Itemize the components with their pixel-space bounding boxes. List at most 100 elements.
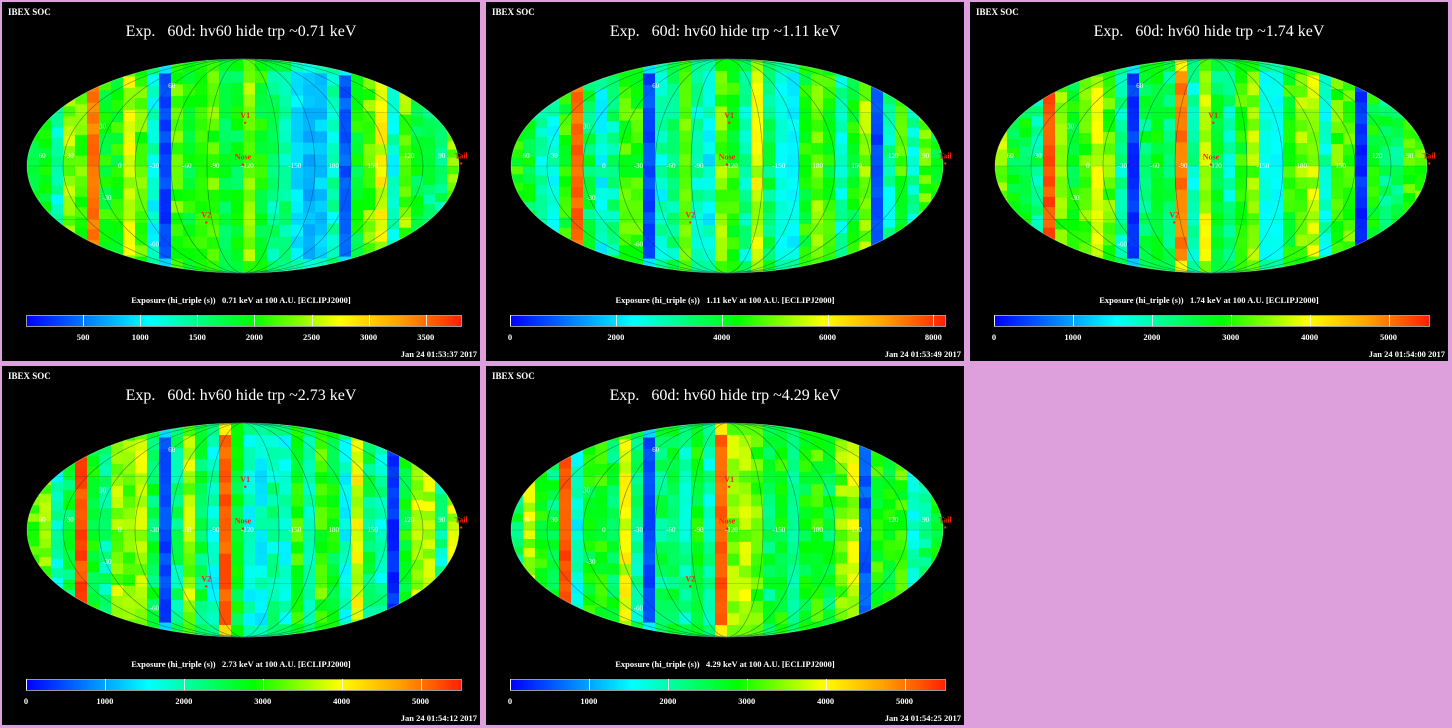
exposure-cell <box>763 224 776 238</box>
exposure-cell <box>255 130 268 143</box>
exposure-cell <box>135 120 148 133</box>
exposure-cell <box>1355 92 1368 104</box>
exposure-cell <box>835 177 848 189</box>
exposure-cell <box>339 507 352 520</box>
exposure-cell <box>231 225 244 238</box>
exposure-cell <box>327 518 340 531</box>
lon-label: 60 <box>523 152 531 160</box>
exposure-cell <box>607 132 620 145</box>
exposure-cell <box>219 530 232 543</box>
exposure-cell <box>375 551 388 563</box>
exposure-cell <box>1211 213 1224 227</box>
exposure-cell <box>123 210 136 223</box>
exposure-cell <box>559 196 572 208</box>
exposure-cell <box>219 565 232 579</box>
exposure-cell <box>327 234 340 247</box>
exposure-cell <box>511 149 524 159</box>
exposure-cell <box>619 552 632 565</box>
exposure-cell <box>895 225 908 237</box>
exposure-cell <box>799 610 812 624</box>
exposure-cell <box>835 121 848 134</box>
exposure-cell <box>859 594 872 607</box>
exposure-cell <box>907 223 920 234</box>
exposure-cell <box>159 223 172 237</box>
exposure-cell <box>135 473 148 486</box>
lon-label: -120 <box>241 162 254 170</box>
exposure-cell <box>375 112 388 124</box>
exposure-cell <box>291 212 304 226</box>
exposure-cell <box>1271 189 1284 202</box>
colorbar-tick <box>904 679 906 690</box>
exposure-cell <box>1055 123 1068 135</box>
exposure-cell <box>207 565 220 578</box>
exposure-cell <box>535 568 548 579</box>
exposure-cell <box>607 177 620 189</box>
exposure-cell <box>159 495 172 508</box>
exposure-cell <box>267 506 280 519</box>
exposure-cell <box>1103 75 1116 88</box>
exposure-cell <box>195 624 208 637</box>
exposure-cell <box>895 205 908 217</box>
exposure-cell <box>763 59 776 73</box>
exposure-cell <box>123 76 136 89</box>
exposure-cell <box>919 102 932 113</box>
exposure-cell <box>279 553 292 566</box>
exposure-cell <box>39 466 52 477</box>
exposure-cell <box>111 100 124 112</box>
exposure-cell <box>1079 100 1092 112</box>
exposure-cell <box>667 506 680 519</box>
exposure-cell <box>715 458 728 472</box>
exposure-cell <box>315 530 328 543</box>
exposure-cell <box>327 598 340 611</box>
exposure-cell <box>423 137 436 148</box>
exposure-cell <box>1055 176 1068 188</box>
exposure-cell <box>399 155 412 167</box>
colorbar-tick-label: 8000 <box>924 332 942 342</box>
exposure-cell <box>87 176 100 188</box>
exposure-cell <box>159 142 172 156</box>
exposure-cell <box>447 166 459 175</box>
exposure-cell <box>883 612 896 624</box>
exposure-cell <box>1235 118 1248 132</box>
exposure-cell <box>931 116 943 126</box>
colorbar-tick <box>1388 315 1390 326</box>
exposure-cell <box>547 156 560 167</box>
exposure-cell <box>39 193 52 203</box>
exposure-cell <box>63 166 76 177</box>
exposure-cell <box>691 177 704 191</box>
exposure-cell <box>883 166 896 177</box>
exposure-cell <box>995 141 1008 151</box>
exposure-cell <box>267 71 280 84</box>
exposure-cell <box>895 480 908 491</box>
tail-marker: Tail <box>455 516 469 525</box>
exposure-cell <box>787 483 800 496</box>
exposure-cell <box>435 484 448 495</box>
exposure-cell <box>339 166 352 178</box>
exposure-cell <box>111 67 124 79</box>
exposure-cell <box>75 530 88 541</box>
exposure-cell <box>267 435 280 448</box>
exposure-cell <box>1199 154 1212 167</box>
exposure-cell <box>535 539 548 550</box>
exposure-cell <box>27 149 40 159</box>
exposure-cell <box>1379 136 1392 147</box>
exposure-cell <box>1019 175 1032 186</box>
exposure-cell <box>847 584 860 597</box>
exposure-cell <box>171 154 184 167</box>
exposure-cell <box>1079 177 1092 189</box>
exposure-cell <box>799 223 812 237</box>
exposure-cell <box>559 145 572 157</box>
exposure-cell <box>1331 100 1344 112</box>
exposure-cell <box>883 155 896 167</box>
exposure-cell <box>87 71 100 83</box>
exposure-cell <box>1235 130 1248 143</box>
exposure-cell <box>763 482 776 496</box>
exposure-cell <box>739 506 752 519</box>
exposure-cell <box>63 76 76 87</box>
exposure-cell <box>303 436 316 449</box>
exposure-cell <box>559 458 572 469</box>
exposure-cell <box>219 71 232 84</box>
exposure-cell <box>339 586 352 599</box>
exposure-cell <box>1055 166 1068 178</box>
exposure-cell <box>547 166 560 177</box>
